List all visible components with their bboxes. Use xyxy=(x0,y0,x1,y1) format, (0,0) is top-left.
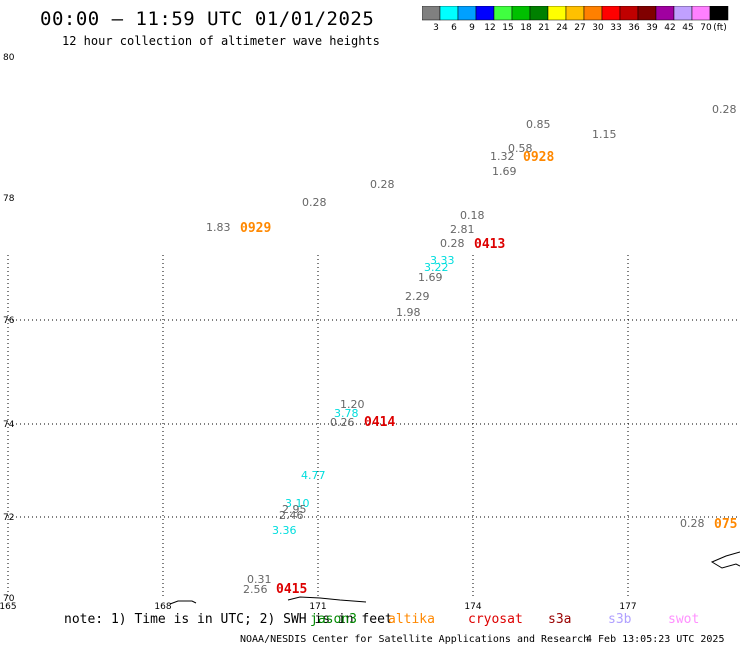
pass-time-label: 075 xyxy=(714,517,737,532)
satellite-label-s3b: s3b xyxy=(608,612,632,627)
wave-height-value: 0.31 xyxy=(247,573,272,586)
legend-label: (ft) xyxy=(713,23,727,33)
wave-height-value: 1.83 xyxy=(206,221,231,234)
satellite-label-s3a: s3a xyxy=(548,612,572,627)
legend-swatch xyxy=(709,6,729,21)
wave-height-value: 0.28 xyxy=(712,103,737,116)
color-scale-legend xyxy=(422,6,729,21)
legend-label: 21 xyxy=(538,23,549,33)
pass-time-label: 0413 xyxy=(474,237,505,252)
legend-label: 42 xyxy=(664,23,675,33)
legend-label: 15 xyxy=(502,23,513,33)
satellite-label-cryosat: cryosat xyxy=(468,612,523,627)
wave-height-value: 0.26 xyxy=(330,416,355,429)
wave-height-value: 0.28 xyxy=(302,196,327,209)
latitude-label: 72 xyxy=(3,513,14,523)
wave-height-value: 0.58 xyxy=(508,142,533,155)
legend-label: 3 xyxy=(433,23,439,33)
timestamp-text: 4 Feb 13:05:23 UTC 2025 xyxy=(586,634,725,645)
pass-time-label: 0414 xyxy=(364,415,395,430)
map-title: 00:00 – 11:59 UTC 01/01/2025 xyxy=(40,8,375,30)
legend-label: 33 xyxy=(610,23,621,33)
latitude-label: 76 xyxy=(3,316,15,326)
longitude-label: 174 xyxy=(464,602,481,610)
latitude-label: 78 xyxy=(3,194,15,204)
wave-height-value: 2.56 xyxy=(243,583,268,596)
longitude-label: 168 xyxy=(154,602,171,610)
wave-height-value: 2.29 xyxy=(405,290,430,303)
credit-text: NOAA/NESDIS Center for Satellite Applica… xyxy=(240,634,590,645)
legend-label: 70 xyxy=(700,23,712,33)
coastline xyxy=(169,600,197,605)
wave-height-value: 2.95 xyxy=(282,503,307,516)
pass-time-label: 0415 xyxy=(276,582,307,597)
wave-height-value: 3.33 xyxy=(430,254,455,267)
wave-height-value: 2.81 xyxy=(450,223,475,236)
legend-label: 45 xyxy=(682,23,693,33)
satellite-label-altika: altika xyxy=(388,612,435,627)
wave-height-value: 3.10 xyxy=(285,497,310,510)
wave-height-value: 1.15 xyxy=(592,128,617,141)
legend-label: 9 xyxy=(469,23,475,33)
color-scale-labels: 3 6 9 12 15 18 21 24 27 30 33 36 39 42 45 70 (ft) xyxy=(433,23,727,33)
satellite-label-swot: swot xyxy=(668,612,700,627)
wave-height-value: 0.85 xyxy=(526,118,551,131)
legend-label: 36 xyxy=(628,23,640,33)
wave-height-value: 3.22 xyxy=(424,261,449,274)
wave-height-value: 2.46 xyxy=(279,509,304,522)
map-subtitle: 12 hour collection of altimeter wave hei… xyxy=(62,34,380,48)
legend-label: 39 xyxy=(646,23,658,33)
pass-time-label: 0929 xyxy=(240,221,271,236)
legend-label: 27 xyxy=(574,23,585,33)
wave-height-value: 1.20 xyxy=(340,398,365,411)
coastline xyxy=(287,596,367,603)
longitude-label: 177 xyxy=(619,602,636,610)
legend-label: 24 xyxy=(556,23,568,33)
wave-height-value: 1.69 xyxy=(418,271,443,284)
pass-time-label: 0928 xyxy=(523,150,554,165)
wave-height-value: 0.28 xyxy=(440,237,465,250)
wave-height-value: 4.77 xyxy=(301,469,326,482)
latitude-label: 70 xyxy=(3,594,15,604)
wave-height-value: 3.36 xyxy=(272,524,297,537)
wave-height-value: 1.69 xyxy=(492,165,517,178)
longitude-label: 165 xyxy=(0,602,17,610)
wave-height-value: 0.28 xyxy=(370,178,395,191)
longitude-label: 171 xyxy=(309,602,326,610)
wave-height-value: 1.98 xyxy=(396,306,421,319)
coastline xyxy=(710,551,740,569)
legend-label: 30 xyxy=(592,23,604,33)
wave-height-value: 3.78 xyxy=(334,407,359,420)
latitude-label: 80 xyxy=(3,53,15,63)
legend-label: 6 xyxy=(451,23,457,33)
wave-height-value: 0.28 xyxy=(680,517,705,530)
legend-label: 18 xyxy=(520,23,532,33)
wave-height-value: 1.32 xyxy=(490,150,515,163)
footnote: note: 1) Time is in UTC; 2) SWH is in fe… xyxy=(64,612,393,627)
legend-label: 12 xyxy=(484,23,495,33)
wave-height-value: 0.18 xyxy=(460,209,485,222)
latitude-label: 74 xyxy=(3,420,15,430)
satellite-label-jason3: jason3 xyxy=(310,612,357,627)
